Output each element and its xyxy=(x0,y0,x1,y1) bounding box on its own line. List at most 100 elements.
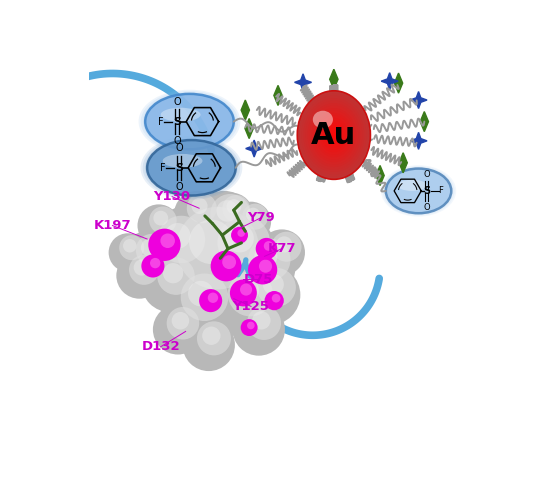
Ellipse shape xyxy=(316,113,352,157)
Ellipse shape xyxy=(310,106,358,164)
Text: O: O xyxy=(424,170,430,178)
Polygon shape xyxy=(241,100,250,120)
Circle shape xyxy=(231,202,271,241)
Circle shape xyxy=(177,207,259,290)
Ellipse shape xyxy=(161,108,201,122)
Polygon shape xyxy=(245,118,254,139)
Circle shape xyxy=(199,289,222,312)
Circle shape xyxy=(240,284,252,296)
Polygon shape xyxy=(394,73,403,93)
Polygon shape xyxy=(376,166,384,186)
Circle shape xyxy=(183,318,235,371)
Ellipse shape xyxy=(139,90,240,154)
Text: S: S xyxy=(173,116,182,126)
Circle shape xyxy=(265,291,284,310)
Text: O: O xyxy=(175,143,183,153)
Circle shape xyxy=(211,250,241,282)
Ellipse shape xyxy=(307,103,360,167)
Circle shape xyxy=(231,226,248,244)
Ellipse shape xyxy=(311,108,356,162)
Circle shape xyxy=(150,258,161,268)
Circle shape xyxy=(189,220,233,264)
Circle shape xyxy=(119,235,144,260)
Polygon shape xyxy=(410,132,427,150)
Circle shape xyxy=(216,200,238,222)
Circle shape xyxy=(238,229,245,237)
Circle shape xyxy=(138,204,180,246)
Circle shape xyxy=(227,199,241,214)
Circle shape xyxy=(248,255,277,284)
Ellipse shape xyxy=(305,100,362,170)
Circle shape xyxy=(157,258,195,295)
Text: F: F xyxy=(160,163,166,173)
Circle shape xyxy=(188,281,213,306)
Text: Au: Au xyxy=(311,120,356,150)
Circle shape xyxy=(217,216,270,268)
Circle shape xyxy=(161,270,234,343)
Ellipse shape xyxy=(301,96,366,174)
Ellipse shape xyxy=(145,138,238,197)
Text: F: F xyxy=(438,186,443,196)
Circle shape xyxy=(109,233,147,272)
Ellipse shape xyxy=(314,110,354,160)
Circle shape xyxy=(242,204,268,230)
Text: O: O xyxy=(424,203,430,212)
Circle shape xyxy=(276,236,292,252)
Circle shape xyxy=(136,234,168,266)
Ellipse shape xyxy=(381,165,456,216)
Circle shape xyxy=(209,268,278,337)
Ellipse shape xyxy=(163,154,202,168)
Circle shape xyxy=(222,195,250,222)
Circle shape xyxy=(252,311,271,330)
Circle shape xyxy=(210,194,250,234)
Polygon shape xyxy=(246,140,263,157)
Circle shape xyxy=(202,326,221,345)
Polygon shape xyxy=(410,92,427,108)
Circle shape xyxy=(226,224,254,252)
Circle shape xyxy=(230,235,295,300)
Text: Y125: Y125 xyxy=(233,300,270,313)
Circle shape xyxy=(246,208,260,222)
Ellipse shape xyxy=(322,120,346,150)
Ellipse shape xyxy=(324,123,344,148)
Circle shape xyxy=(129,255,159,285)
Polygon shape xyxy=(295,74,311,91)
Polygon shape xyxy=(274,86,282,105)
Circle shape xyxy=(122,232,172,281)
Circle shape xyxy=(141,239,158,256)
Ellipse shape xyxy=(140,136,243,200)
Polygon shape xyxy=(399,153,408,173)
Text: D75: D75 xyxy=(244,273,273,286)
Circle shape xyxy=(141,200,268,328)
Circle shape xyxy=(197,322,231,356)
Circle shape xyxy=(247,322,255,330)
Ellipse shape xyxy=(330,130,338,140)
Ellipse shape xyxy=(317,116,350,155)
Text: O: O xyxy=(175,182,183,192)
Circle shape xyxy=(241,319,257,336)
Text: S: S xyxy=(424,186,431,196)
Circle shape xyxy=(222,255,236,269)
Ellipse shape xyxy=(147,140,236,196)
Ellipse shape xyxy=(384,168,453,214)
Ellipse shape xyxy=(142,138,240,198)
Circle shape xyxy=(191,198,207,214)
Ellipse shape xyxy=(397,180,427,191)
Text: D132: D132 xyxy=(141,340,180,353)
Circle shape xyxy=(211,193,253,235)
Circle shape xyxy=(208,292,218,303)
Circle shape xyxy=(167,307,199,340)
Circle shape xyxy=(259,260,272,273)
Circle shape xyxy=(141,254,164,278)
Ellipse shape xyxy=(145,94,234,150)
Ellipse shape xyxy=(386,168,451,213)
Text: K77: K77 xyxy=(268,242,296,255)
Circle shape xyxy=(149,206,177,234)
Circle shape xyxy=(263,274,284,295)
Circle shape xyxy=(235,278,259,302)
Text: S: S xyxy=(175,163,183,173)
Circle shape xyxy=(240,265,300,325)
Circle shape xyxy=(163,263,183,283)
Circle shape xyxy=(258,230,305,276)
Circle shape xyxy=(153,210,168,226)
